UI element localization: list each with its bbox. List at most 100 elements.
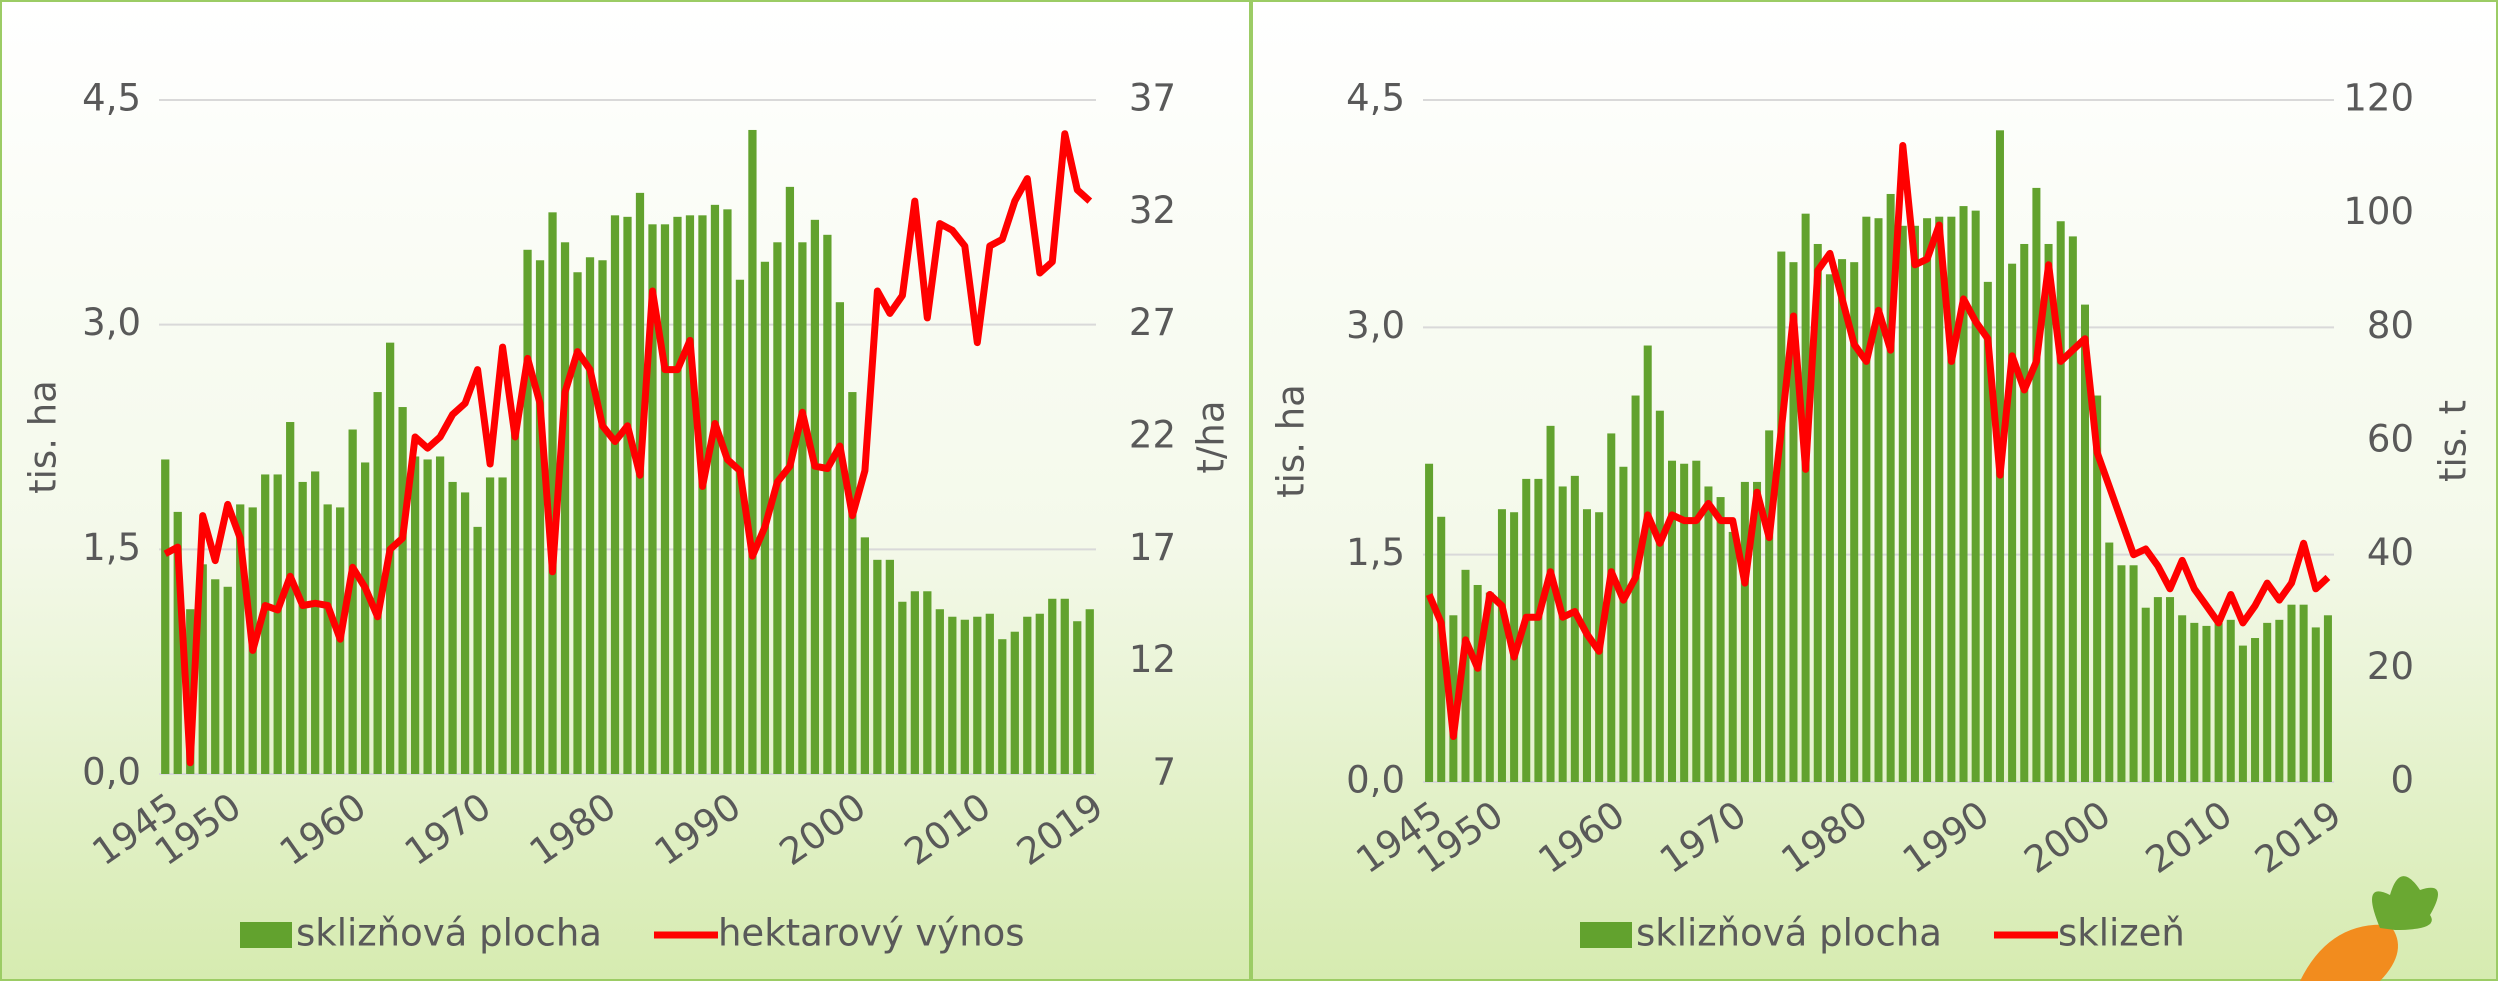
bar — [873, 559, 882, 774]
bar — [1570, 475, 1579, 782]
y2-tick-label: 37 — [1129, 77, 1176, 120]
bar — [1085, 609, 1094, 774]
y2-tick-label: 22 — [1129, 414, 1176, 457]
bar — [460, 492, 470, 774]
bar — [2008, 263, 2017, 782]
bar — [1449, 615, 1458, 782]
bar — [2044, 243, 2053, 782]
bar — [835, 302, 845, 774]
bar — [1910, 225, 1919, 782]
legend-item: sklizeň — [1993, 912, 2185, 955]
bar — [2178, 615, 2187, 782]
bar — [410, 456, 420, 774]
bar — [2238, 645, 2247, 782]
bar — [1765, 430, 1774, 782]
y-tick-label: 1,5 — [1346, 531, 1405, 574]
bar — [1862, 216, 1871, 783]
bar — [2226, 619, 2235, 782]
legend-label: sklizňová plocha — [296, 912, 602, 955]
bar — [560, 242, 570, 775]
bar — [1473, 584, 1482, 782]
bar — [1643, 345, 1652, 782]
y-axis-label: tis. ha — [1270, 384, 1313, 498]
bar — [1935, 216, 1944, 783]
bar — [1789, 262, 1798, 783]
bar — [2020, 243, 2029, 782]
y2-tick-label: 12 — [1129, 638, 1176, 681]
bar — [298, 481, 307, 774]
bar — [823, 234, 832, 775]
bar — [323, 504, 332, 774]
bar — [198, 564, 207, 774]
legend-label: hektarový výnos — [718, 912, 1025, 955]
bar — [573, 272, 582, 774]
y-tick-label: 1,5 — [82, 526, 141, 569]
bar — [673, 216, 682, 774]
bar — [2214, 622, 2223, 782]
bar — [623, 216, 632, 774]
bar — [2311, 627, 2320, 782]
bar — [1947, 216, 1956, 783]
bar — [685, 215, 695, 775]
bar — [348, 429, 357, 774]
bar — [1874, 218, 1883, 783]
bar — [710, 204, 720, 774]
bar — [885, 559, 894, 774]
y2-tick-label: 7 — [1152, 751, 1176, 794]
bar — [798, 242, 807, 775]
bar — [1558, 486, 1567, 782]
legend-swatch — [240, 922, 292, 948]
legend-item: sklizňová plocha — [240, 912, 602, 955]
y2-axis-label: t/ha — [1190, 400, 1233, 473]
bar — [2275, 619, 2284, 782]
bar — [2093, 395, 2102, 782]
y2-tick-label: 32 — [1129, 189, 1176, 232]
bar — [1023, 616, 1032, 774]
bar — [2323, 615, 2332, 782]
legend-swatch — [1580, 922, 1632, 948]
bar — [2251, 638, 2260, 782]
bar — [1667, 460, 1677, 782]
bar — [923, 591, 932, 774]
bar — [1655, 410, 1664, 782]
bar — [286, 422, 295, 774]
y-tick-label: 4,5 — [1346, 77, 1405, 120]
bar — [1838, 259, 1847, 783]
bar — [2153, 597, 2162, 782]
bar — [860, 537, 869, 774]
bar — [973, 616, 982, 774]
bar — [1825, 274, 1834, 782]
bar — [1886, 193, 1895, 782]
bar — [1485, 592, 1494, 782]
bar — [1971, 210, 1980, 782]
bar — [2166, 597, 2175, 782]
bar — [1060, 598, 1069, 774]
bar — [1850, 262, 1859, 783]
legend-item: hektarový výnos — [653, 912, 1025, 955]
bar — [960, 619, 969, 774]
bar — [998, 639, 1007, 774]
bar — [1582, 509, 1591, 782]
bar — [898, 601, 907, 774]
bar — [435, 456, 445, 774]
bar — [2068, 236, 2077, 782]
bar — [2190, 622, 2199, 782]
bar — [510, 426, 520, 774]
bar — [698, 215, 707, 775]
bar — [1728, 531, 1737, 782]
y-tick-label: 0,0 — [82, 751, 141, 794]
bar — [2032, 187, 2041, 782]
bar — [261, 474, 270, 774]
bar — [523, 249, 532, 774]
bar — [2080, 304, 2090, 782]
bar — [1073, 621, 1082, 774]
bar — [810, 219, 820, 775]
bar — [785, 186, 795, 775]
y2-tick-label: 0 — [2390, 759, 2414, 802]
y2-tick-label: 27 — [1129, 301, 1176, 344]
bar — [1801, 213, 1810, 782]
bar — [485, 477, 495, 774]
bar — [1461, 569, 1470, 782]
bar — [473, 526, 482, 774]
bar — [161, 459, 170, 774]
